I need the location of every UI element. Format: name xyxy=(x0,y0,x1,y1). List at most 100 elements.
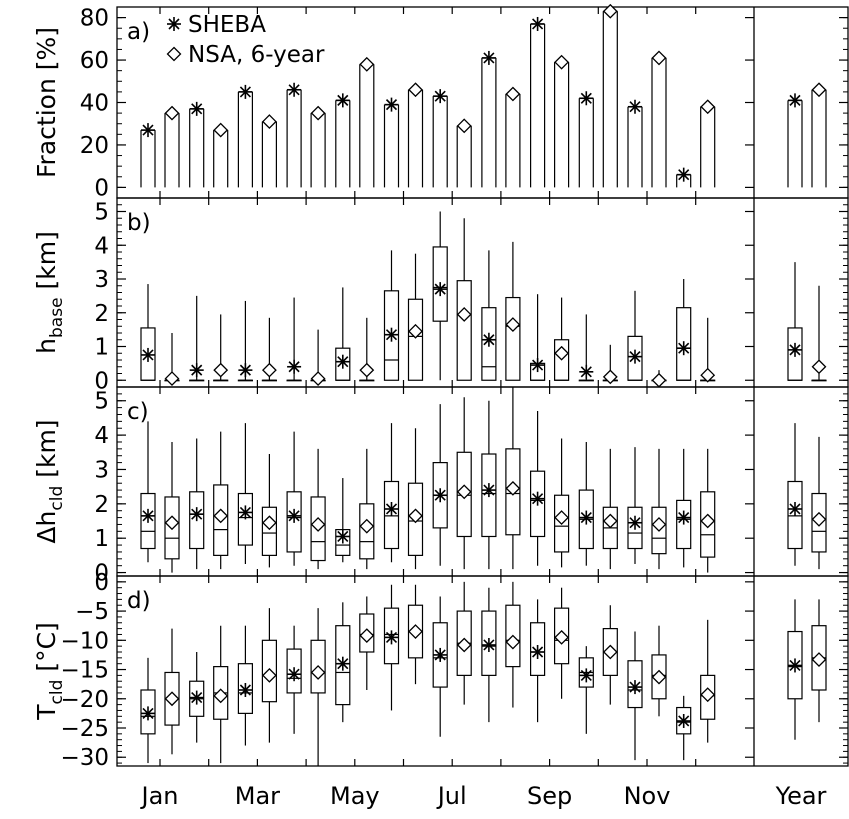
asterisk-stroke xyxy=(337,94,349,106)
sheba-mean-marker xyxy=(628,349,642,364)
y-axis-label: hbase [km] xyxy=(32,231,67,354)
asterisk-stroke xyxy=(629,351,641,363)
y-tick-label: −10 xyxy=(60,628,109,654)
box xyxy=(505,296,521,381)
y-axis-label: Fraction [%] xyxy=(32,27,61,178)
sheba-bar-marker xyxy=(238,84,253,99)
sheba-mean-marker xyxy=(238,683,253,697)
sheba-mean-marker xyxy=(788,501,802,516)
asterisk-stroke xyxy=(789,344,801,356)
sheba-mean-marker xyxy=(335,354,350,369)
y-tick-label: 0 xyxy=(94,561,109,587)
sheba-mean-marker xyxy=(287,667,302,682)
y-tick-label: 60 xyxy=(80,48,109,74)
sheba-bar-marker xyxy=(287,82,302,97)
nsa-mean-marker xyxy=(651,669,667,685)
asterisk-stroke xyxy=(239,506,251,518)
y-axis-label-unit: [km] xyxy=(32,419,61,485)
nsa-mean-marker xyxy=(456,637,472,653)
x-tick-label: Nov xyxy=(624,782,671,810)
asterisk-stroke xyxy=(239,364,251,376)
sheba-mean-marker xyxy=(628,515,642,530)
asterisk-stroke xyxy=(483,639,495,651)
sheba-mean-marker xyxy=(141,508,155,523)
nsa-mean-marker xyxy=(700,367,716,383)
asterisk-stroke xyxy=(385,503,398,515)
y-axis-label-subscript: cld xyxy=(47,486,67,511)
panel-label: c) xyxy=(127,399,149,425)
asterisk-stroke xyxy=(532,18,544,30)
data-marks xyxy=(140,387,827,573)
nsa-mean-marker xyxy=(602,369,618,385)
asterisk-stroke xyxy=(434,283,446,295)
nsa-mean-marker xyxy=(700,687,716,703)
y-tick-label: 1 xyxy=(94,335,109,361)
sheba-mean-marker xyxy=(676,341,691,356)
nsa-mean-marker xyxy=(602,644,618,660)
y-tick-label: −30 xyxy=(60,745,109,771)
asterisk-stroke xyxy=(191,692,203,704)
sheba-mean-marker xyxy=(579,668,594,683)
panel-label: d) xyxy=(127,588,151,614)
asterisk-stroke xyxy=(191,364,203,376)
nsa-bar-marker xyxy=(456,118,472,134)
asterisk-stroke xyxy=(191,103,203,115)
nsa-mean-marker xyxy=(456,484,472,500)
nsa-mean-marker xyxy=(213,688,229,704)
nsa-bar-marker xyxy=(505,86,521,102)
asterisk-stroke xyxy=(142,124,154,136)
nsa-mean-marker xyxy=(554,629,570,645)
asterisk-stroke xyxy=(168,18,180,30)
sheba-bar-marker xyxy=(628,99,642,114)
y-tick-label: 0 xyxy=(94,570,109,596)
nsa-mean-marker xyxy=(261,515,277,531)
sheba-mean-marker xyxy=(788,342,802,357)
sheba-mean-marker xyxy=(579,510,594,525)
asterisk-stroke xyxy=(288,84,300,96)
nsa-legend-icon xyxy=(166,46,182,62)
y-tick-label: 2 xyxy=(94,492,109,518)
asterisk-stroke xyxy=(434,649,446,661)
y-tick-label: −15 xyxy=(60,658,109,684)
nsa-bar-marker xyxy=(261,114,277,130)
nsa-mean-marker xyxy=(651,372,667,388)
y-axis-label-main: T xyxy=(32,704,61,721)
sheba-bar-marker xyxy=(335,93,350,108)
y-tick-label: 3 xyxy=(94,267,109,293)
nsa-mean-marker xyxy=(700,513,716,529)
nsa-mean-marker xyxy=(261,362,277,378)
panel-a: 0 20 40 60 80 a) Fraction [%] xyxy=(32,3,849,201)
sheba-mean-marker xyxy=(481,332,496,347)
sheba-mean-marker xyxy=(287,359,302,374)
asterisk-stroke xyxy=(483,334,495,346)
nsa-mean-marker xyxy=(408,508,423,524)
sheba-mean-marker xyxy=(628,680,642,695)
y-axis-label-unit: [km] xyxy=(32,231,61,297)
nsa-mean-marker xyxy=(164,515,180,531)
asterisk-stroke xyxy=(434,90,446,102)
nsa-mean-marker xyxy=(310,517,326,532)
sheba-bar-marker xyxy=(676,167,691,182)
y-axis-label-unit: [°C] xyxy=(32,622,61,679)
sheba-mean-marker xyxy=(335,656,350,671)
y-tick-label: 0 xyxy=(94,175,109,201)
asterisk-stroke xyxy=(483,484,495,496)
asterisk-stroke xyxy=(678,342,690,354)
sheba-mean-marker xyxy=(384,501,399,516)
asterisk-stroke xyxy=(288,510,300,522)
legend: SHEBA NSA, 6-year xyxy=(166,12,325,68)
asterisk-stroke xyxy=(678,715,690,727)
asterisk-stroke xyxy=(532,359,544,371)
sheba-mean-marker xyxy=(238,505,253,520)
asterisk-stroke xyxy=(580,512,592,524)
nsa-bar-marker xyxy=(811,82,827,98)
asterisk-stroke xyxy=(337,356,349,368)
nsa-mean-marker xyxy=(164,691,180,707)
y-tick-label: 5 xyxy=(94,389,109,415)
nsa-mean-marker xyxy=(359,628,375,644)
y-tick-labels: 0 −5 −10 −15 −20 −25 −30 xyxy=(60,570,109,771)
y-tick-label: 40 xyxy=(80,91,109,117)
x-tick-label: Year xyxy=(775,782,827,810)
asterisk-stroke xyxy=(142,707,154,719)
box xyxy=(261,506,277,556)
